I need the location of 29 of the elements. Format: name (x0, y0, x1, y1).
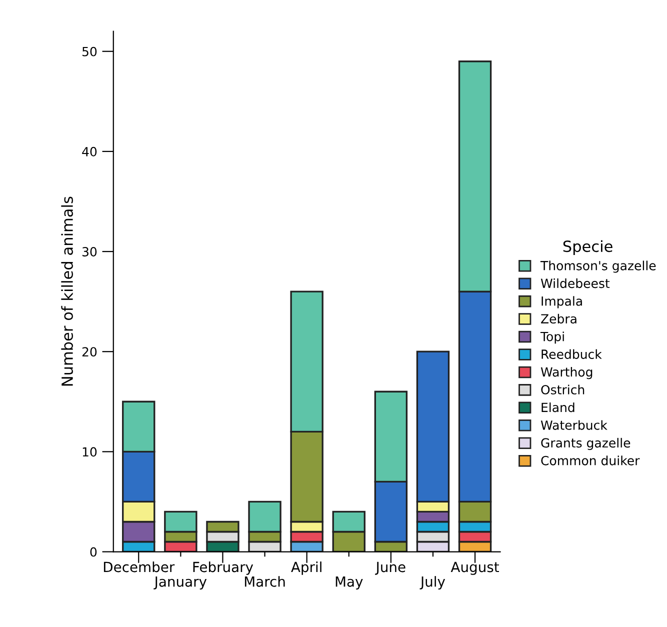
x-tick-label: January (154, 576, 207, 590)
legend-label: Reedbuck (542, 349, 602, 359)
x-tick-label: April (291, 561, 322, 575)
x-tick-label: August (450, 562, 499, 575)
x-tick-label: February (193, 561, 254, 575)
legend-label: Common duiker (541, 456, 640, 466)
legend-label: Waterbuck (540, 420, 608, 430)
y-tick-label: 30 (82, 246, 97, 256)
legend-label: Impala (542, 296, 582, 308)
legend-label: Thomson's gazelle (540, 260, 656, 273)
legend-title: Specie (563, 240, 612, 256)
x-tick-label: March (244, 576, 285, 587)
legend-label: Grants gazelle (541, 438, 630, 450)
x-tick-label: June (375, 562, 406, 575)
y-tick-label: 20 (82, 347, 97, 357)
legend-label: Ostrich (541, 384, 584, 394)
y-tick-label: 40 (82, 146, 97, 156)
x-tick-label: May (336, 576, 363, 590)
y-tick-label: 0 (90, 547, 97, 557)
y-axis-title: Number of killed animals (61, 196, 73, 386)
legend-label: Zebra (541, 314, 576, 324)
x-tick-label: July (420, 576, 446, 590)
y-tick-label: 10 (82, 447, 97, 457)
legend-label: Topi (540, 332, 564, 344)
legend-label: Warthog (540, 367, 592, 380)
x-tick-label: December (104, 561, 175, 572)
legend-label: Wildebeest (540, 278, 610, 288)
legend-label: Eland (542, 402, 574, 412)
y-tick-label: 50 (82, 46, 97, 56)
